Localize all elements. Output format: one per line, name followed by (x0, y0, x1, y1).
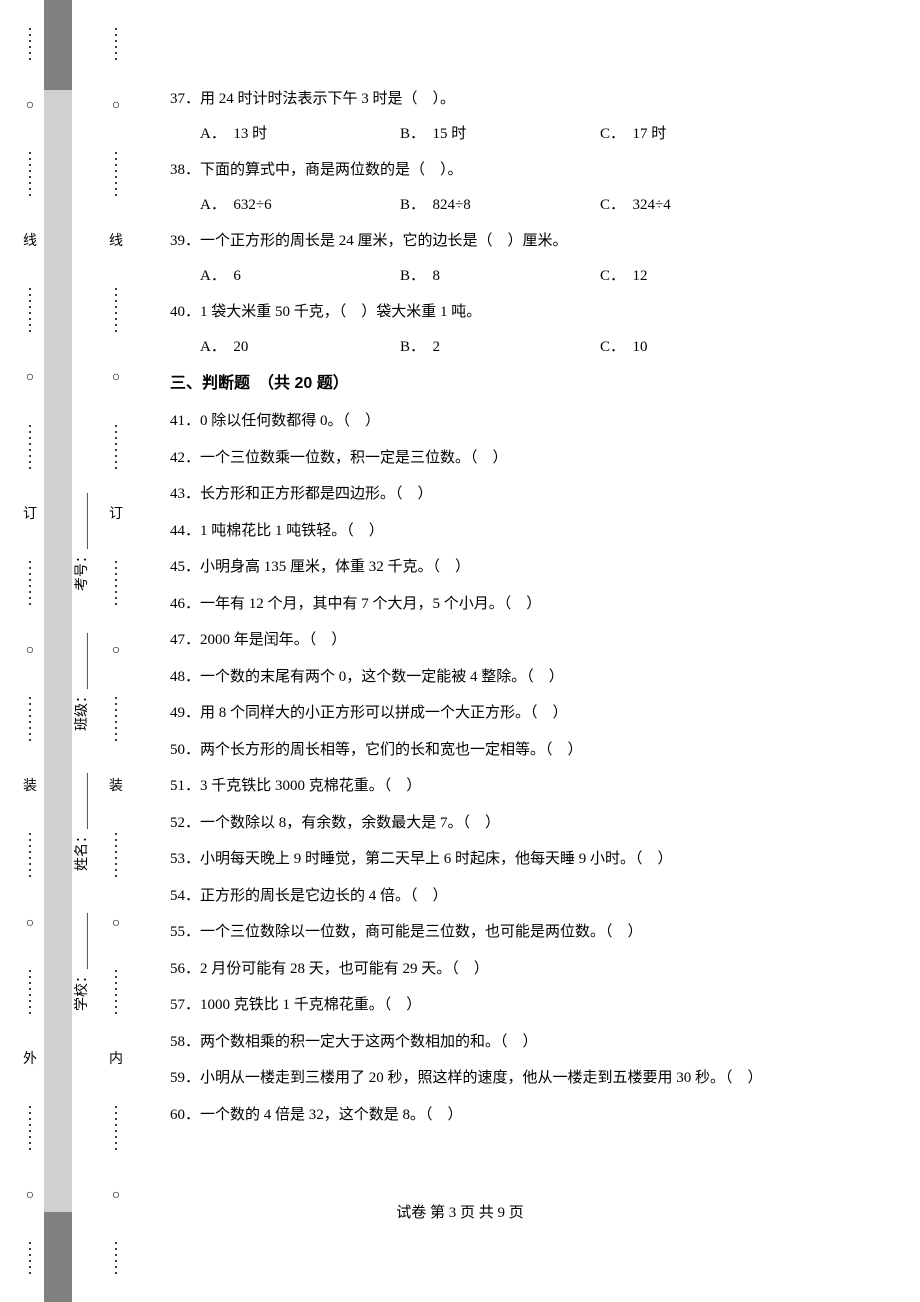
binding-circle: ○ (112, 99, 120, 113)
tf-question: 57．1000 克铁比 1 千克棉花重。（ ） (170, 994, 890, 1017)
tf-question: 45．小明身高 135 厘米，体重 32 千克。（ ） (170, 556, 890, 579)
binding-column-outer: ○线○订○装○外○ (0, 0, 56, 1302)
tf-question: 59．小明从一楼走到三楼用了 20 秒，照这样的速度，他从一楼走到五楼要用 30… (170, 1067, 890, 1090)
binding-circle: ○ (112, 644, 120, 658)
multiple-choice-block: 37．用 24 时计时法表示下午 3 时是（ ）。A． 13 时B． 15 时C… (170, 88, 890, 358)
binding-char: 订 (23, 508, 37, 522)
binding-field-label: 考号：________ (71, 493, 91, 591)
choice-option: A． 13 时 (200, 123, 400, 146)
question-text: 40．1 袋大米重 50 千克，（ ）袋大米重 1 吨。 (170, 301, 890, 324)
tf-question: 52．一个数除以 8，有余数，余数最大是 7。（ ） (170, 812, 890, 835)
tf-question: 56．2 月份可能有 28 天，也可能有 29 天。（ ） (170, 958, 890, 981)
tf-question: 55．一个三位数除以一位数，商可能是三位数，也可能是两位数。（ ） (170, 921, 890, 944)
binding-char: 装 (109, 780, 123, 794)
choice-option: A． 20 (200, 336, 400, 359)
content-area: 37．用 24 时计时法表示下午 3 时是（ ）。A． 13 时B． 15 时C… (170, 88, 890, 1140)
choice-option: C． 12 (600, 265, 800, 288)
binding-char: 内 (109, 1053, 123, 1067)
choice-row: A． 632÷6B． 824÷8C． 324÷4 (200, 194, 890, 217)
question-text: 37．用 24 时计时法表示下午 3 时是（ ）。 (170, 88, 890, 111)
binding-field-labels: 学校：________ 姓名：________ 班级：________ 考号：____… (72, 0, 90, 1302)
choice-option: C． 10 (600, 336, 800, 359)
tf-question: 48．一个数的末尾有两个 0，这个数一定能被 4 整除。（ ） (170, 666, 890, 689)
binding-circle: ○ (112, 371, 120, 385)
tf-question: 46．一年有 12 个月，其中有 7 个大月，5 个小月。（ ） (170, 593, 890, 616)
choice-option: B． 824÷8 (400, 194, 600, 217)
binding-char: 装 (23, 780, 37, 794)
mc-question: 38．下面的算式中，商是两位数的是（ ）。 A． 632÷6B． 824÷8C． … (170, 159, 890, 216)
binding-char: 线 (23, 235, 37, 249)
binding-circle: ○ (112, 917, 120, 931)
choice-option: A． 6 (200, 265, 400, 288)
binding-line-inner: ○线○订○装○内○ (106, 0, 126, 1302)
page-footer: 试卷 第 3 页 共 9 页 (0, 1201, 920, 1222)
choice-option: A． 632÷6 (200, 194, 400, 217)
binding-line-outer: ○线○订○装○外○ (20, 0, 40, 1302)
binding-column-inner: ○线○订○装○内○ (92, 0, 148, 1302)
tf-question: 51．3 千克铁比 3000 克棉花重。（ ） (170, 775, 890, 798)
choice-option: C． 17 时 (600, 123, 800, 146)
choice-option: B． 15 时 (400, 123, 600, 146)
choice-row: A． 13 时B． 15 时C． 17 时 (200, 123, 890, 146)
mc-question: 40．1 袋大米重 50 千克，（ ）袋大米重 1 吨。 A． 20B． 2C． … (170, 301, 890, 358)
tf-question: 53．小明每天晚上 9 时睡觉，第二天早上 6 时起床，他每天睡 9 小时。（ … (170, 848, 890, 871)
question-text: 39．一个正方形的周长是 24 厘米，它的边长是（ ）厘米。 (170, 230, 890, 253)
section-header-judgment: 三、判断题 （共 20 题） (170, 372, 890, 396)
tf-question: 58．两个数相乘的积一定大于这两个数相加的和。（ ） (170, 1031, 890, 1054)
tf-question: 44．1 吨棉花比 1 吨铁轻。（ ） (170, 520, 890, 543)
tf-question: 49．用 8 个同样大的小正方形可以拼成一个大正方形。（ ） (170, 702, 890, 725)
tf-question: 47．2000 年是闰年。（ ） (170, 629, 890, 652)
binding-char: 线 (109, 235, 123, 249)
binding-char: 订 (109, 508, 123, 522)
binding-field-label: 班级：________ (71, 633, 91, 731)
binding-field-label: 学校：________ (71, 913, 91, 1011)
choice-option: B． 8 (400, 265, 600, 288)
binding-circle: ○ (26, 644, 34, 658)
question-text: 38．下面的算式中，商是两位数的是（ ）。 (170, 159, 890, 182)
binding-circle: ○ (26, 917, 34, 931)
tf-question: 42．一个三位数乘一位数，积一定是三位数。（ ） (170, 447, 890, 470)
binding-char: 外 (23, 1053, 37, 1067)
true-false-block: 41．0 除以任何数都得 0。（ ） 42．一个三位数乘一位数，积一定是三位数。（… (170, 410, 890, 1126)
tf-question: 41．0 除以任何数都得 0。（ ） (170, 410, 890, 433)
binding-field-label: 姓名：________ (71, 773, 91, 871)
mc-question: 39．一个正方形的周长是 24 厘米，它的边长是（ ）厘米。 A． 6B． 8C．… (170, 230, 890, 287)
choice-option: B． 2 (400, 336, 600, 359)
choice-row: A． 6B． 8C． 12 (200, 265, 890, 288)
tf-question: 50．两个长方形的周长相等，它们的长和宽也一定相等。（ ） (170, 739, 890, 762)
mc-question: 37．用 24 时计时法表示下午 3 时是（ ）。 A． 13 时B． 15 时C… (170, 88, 890, 145)
binding-circle: ○ (26, 371, 34, 385)
choice-option: C． 324÷4 (600, 194, 800, 217)
choice-row: A． 20B． 2C． 10 (200, 336, 890, 359)
tf-question: 43．长方形和正方形都是四边形。（ ） (170, 483, 890, 506)
tf-question: 60．一个数的 4 倍是 32，这个数是 8。（ ） (170, 1104, 890, 1127)
binding-circle: ○ (26, 99, 34, 113)
tf-question: 54．正方形的周长是它边长的 4 倍。（ ） (170, 885, 890, 908)
